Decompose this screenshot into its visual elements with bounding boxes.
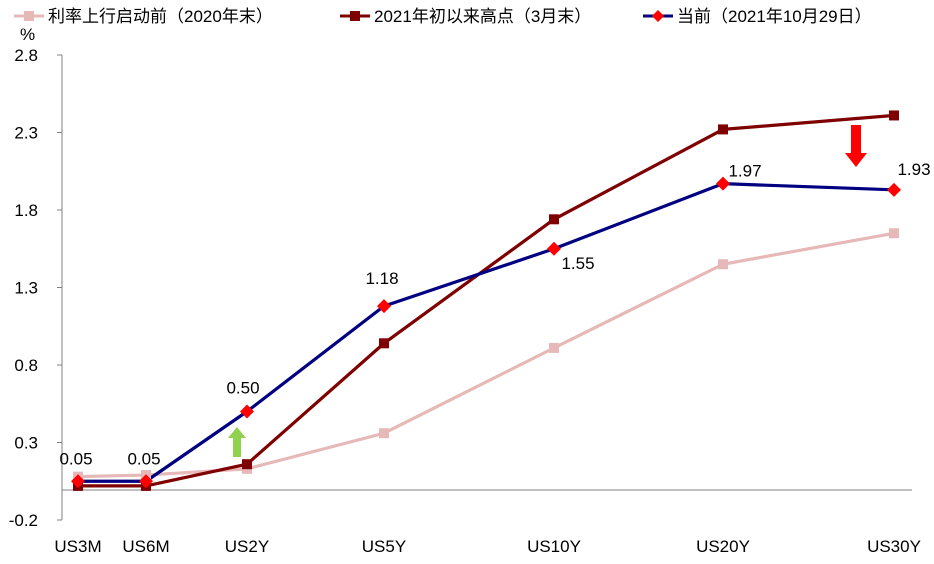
series-2-point xyxy=(716,176,730,191)
legend-marker-0 xyxy=(24,11,34,21)
series-1-point xyxy=(549,214,559,225)
series-markers xyxy=(71,110,901,491)
x-axis-labels: US3M US6M US2Y US5Y US10Y US20Y US30Y xyxy=(54,537,921,556)
series-1-point xyxy=(718,124,728,135)
data-label: 1.97 xyxy=(728,162,761,181)
series-2-point xyxy=(139,474,153,489)
legend-marker-2 xyxy=(652,10,664,22)
series-2-point xyxy=(240,404,254,419)
y-tick-label: -0.2 xyxy=(9,511,38,530)
y-tick-label: 1.3 xyxy=(14,279,38,298)
series-0-point xyxy=(549,342,559,353)
x-tick-label: US3M xyxy=(54,537,101,556)
series-1-point xyxy=(242,459,252,470)
legend: 利率上行启动前（2020年末） 2021年初以来高点（3月末） 当前（2021年10… xyxy=(14,7,872,26)
series-2-point xyxy=(377,299,391,314)
data-label: 0.50 xyxy=(226,379,259,398)
y-tick-label: 0.8 xyxy=(14,356,38,375)
y-tick-label: 1.8 xyxy=(14,201,38,220)
y-axis-label: % xyxy=(20,25,35,44)
series-0-point xyxy=(889,228,899,239)
annotation-arrows xyxy=(228,125,867,457)
legend-label-2: 当前（2021年10月29日） xyxy=(677,7,872,26)
up-arrow-icon xyxy=(228,427,246,457)
series-1-point xyxy=(889,110,899,121)
series-lines xyxy=(77,113,895,488)
y-axis-ticks: 2.8 2.3 1.8 1.3 0.8 0.3 -0.2 xyxy=(9,46,62,530)
legend-marker-1 xyxy=(350,11,360,21)
data-label: 1.93 xyxy=(897,160,930,179)
legend-label-1: 2021年初以来高点（3月末） xyxy=(374,7,591,26)
y-tick-label: 2.8 xyxy=(14,46,38,65)
series-2-point xyxy=(71,474,85,489)
data-label: 0.05 xyxy=(127,449,160,468)
x-tick-label: US2Y xyxy=(225,537,269,556)
down-arrow-icon xyxy=(845,125,867,167)
series-2-point xyxy=(547,241,561,256)
x-tick-label: US20Y xyxy=(696,537,750,556)
series-1-point xyxy=(379,338,389,349)
series-line-2 xyxy=(78,182,895,483)
data-labels: 0.05 0.05 0.50 1.18 1.55 1.97 1.93 xyxy=(59,160,930,468)
y-tick-label: 0.3 xyxy=(14,434,38,453)
x-tick-label: US5Y xyxy=(362,537,406,556)
series-0-point xyxy=(379,428,389,439)
series-0-point xyxy=(718,259,728,270)
x-tick-label: US30Y xyxy=(867,537,921,556)
x-tick-label: US6M xyxy=(122,537,169,556)
series-line-1 xyxy=(78,113,895,488)
data-label: 1.18 xyxy=(365,269,398,288)
y-tick-label: 2.3 xyxy=(14,124,38,143)
data-label: 1.55 xyxy=(561,254,594,273)
legend-label-0: 利率上行启动前（2020年末） xyxy=(48,7,273,26)
data-label: 0.05 xyxy=(59,449,92,468)
x-tick-label: US10Y xyxy=(527,537,581,556)
series-2-point xyxy=(887,182,901,197)
